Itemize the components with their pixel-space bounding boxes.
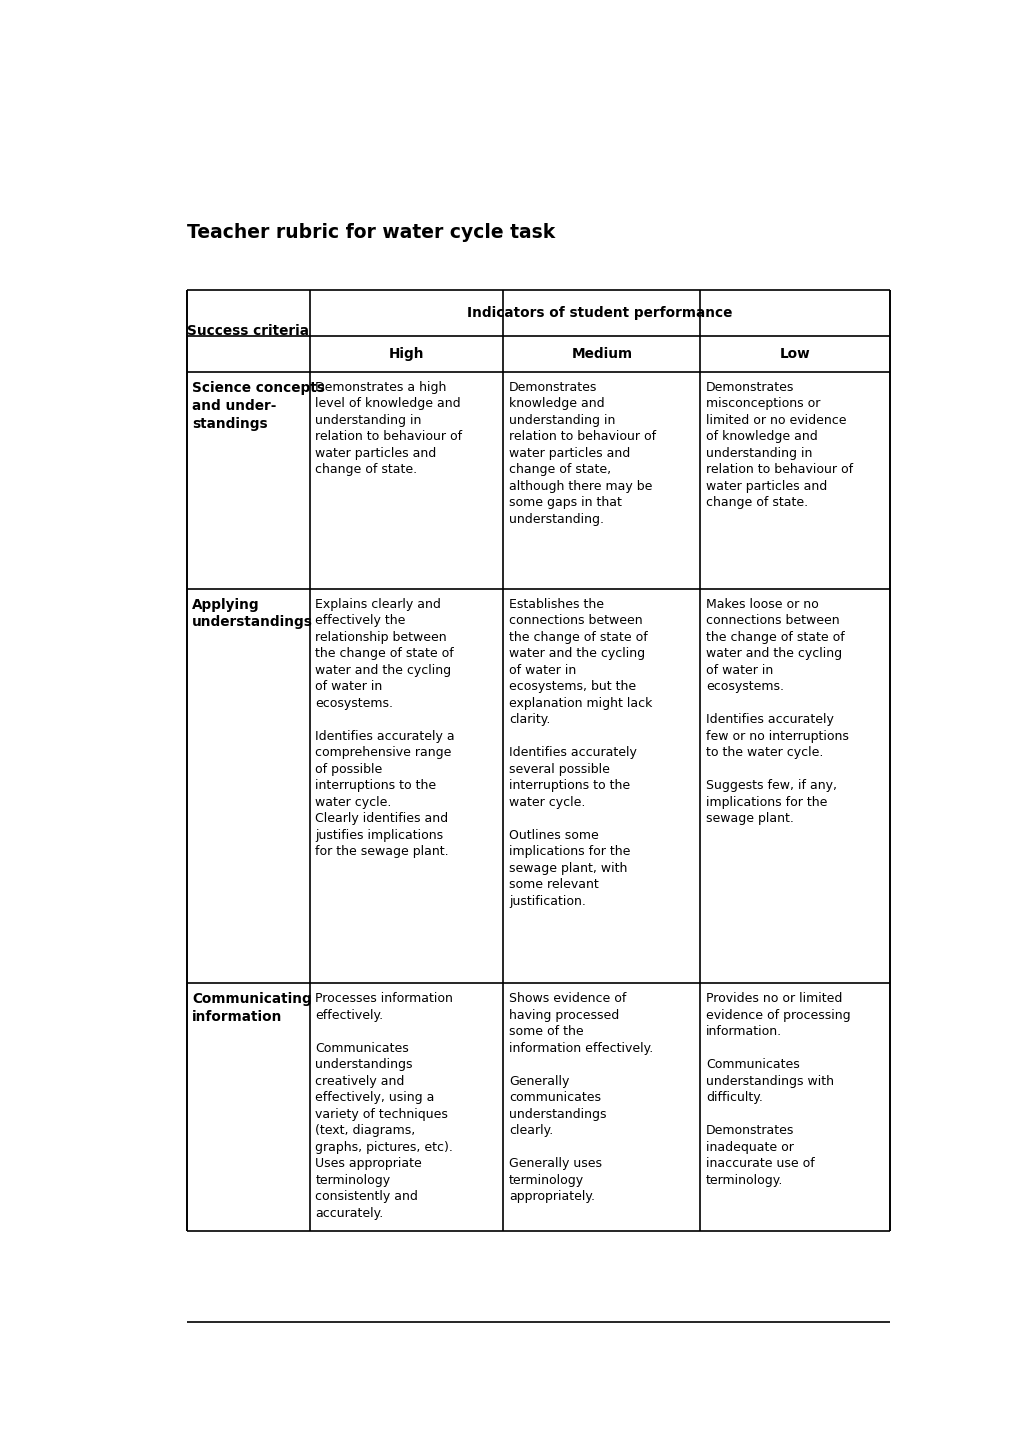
Text: Shows evidence of
having processed
some of the
information effectively.

General: Shows evidence of having processed some … xyxy=(508,991,652,1203)
Text: Indicators of student performance: Indicators of student performance xyxy=(467,306,732,320)
Text: Communicating
information: Communicating information xyxy=(193,991,312,1025)
Text: Science concepts
and under-
standings: Science concepts and under- standings xyxy=(193,381,325,430)
Text: Provides no or limited
evidence of processing
information.

Communicates
underst: Provides no or limited evidence of proce… xyxy=(705,991,850,1186)
Text: Establishes the
connections between
the change of state of
water and the cycling: Establishes the connections between the … xyxy=(508,597,652,908)
Text: Teacher rubric for water cycle task: Teacher rubric for water cycle task xyxy=(186,224,554,242)
Text: Success criteria: Success criteria xyxy=(187,323,309,338)
Text: Low: Low xyxy=(780,348,810,361)
Text: Explains clearly and
effectively the
relationship between
the change of state of: Explains clearly and effectively the rel… xyxy=(315,597,454,859)
Text: Demonstrates
misconceptions or
limited or no evidence
of knowledge and
understan: Demonstrates misconceptions or limited o… xyxy=(705,381,852,509)
Text: Medium: Medium xyxy=(571,348,632,361)
Text: Processes information
effectively.

Communicates
understandings
creatively and
e: Processes information effectively. Commu… xyxy=(315,991,452,1219)
Text: Demonstrates
knowledge and
understanding in
relation to behaviour of
water parti: Demonstrates knowledge and understanding… xyxy=(508,381,655,525)
Text: Demonstrates a high
level of knowledge and
understanding in
relation to behaviou: Demonstrates a high level of knowledge a… xyxy=(315,381,462,476)
Text: Applying
understandings: Applying understandings xyxy=(193,597,313,629)
Text: Makes loose or no
connections between
the change of state of
water and the cycli: Makes loose or no connections between th… xyxy=(705,597,848,825)
Text: High: High xyxy=(388,348,424,361)
